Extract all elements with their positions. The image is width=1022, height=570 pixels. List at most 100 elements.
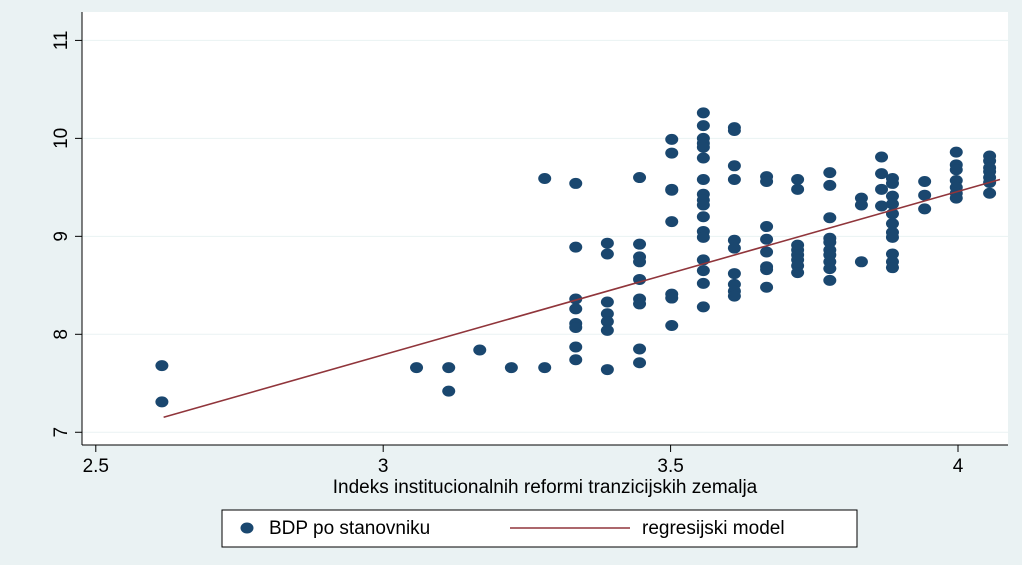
scatter-point — [823, 212, 837, 224]
y-tick-label: 7 — [51, 427, 72, 438]
scatter-point — [569, 303, 583, 315]
scatter-point — [727, 290, 741, 302]
scatter-point — [600, 364, 614, 376]
scatter-point — [600, 316, 614, 328]
x-axis-title: Indeks institucionalnih reformi tranzici… — [333, 477, 758, 498]
x-tick-label: 4 — [953, 456, 964, 477]
scatter-point — [885, 177, 899, 189]
scatter-point — [473, 344, 487, 356]
legend-label: BDP po stanovniku — [269, 518, 430, 539]
scatter-point — [727, 234, 741, 246]
scatter-point — [949, 192, 963, 204]
scatter-point — [600, 296, 614, 308]
scatter-point — [665, 292, 679, 304]
scatter-point — [918, 175, 932, 187]
scatter-point — [823, 179, 837, 191]
x-tick-label: 2.5 — [83, 456, 109, 477]
scatter-point — [885, 231, 899, 243]
y-tick-label: 9 — [51, 231, 72, 242]
scatter-point — [696, 277, 710, 289]
scatter-point — [760, 175, 774, 187]
scatter-point — [949, 146, 963, 158]
scatter-point — [696, 174, 710, 186]
scatter-point — [600, 308, 614, 320]
scatter-point — [854, 256, 868, 268]
scatter-point — [918, 203, 932, 215]
scatter-point — [410, 362, 424, 374]
scatter-point — [665, 216, 679, 228]
scatter-point — [665, 184, 679, 196]
scatter-point — [665, 133, 679, 145]
scatter-point — [569, 354, 583, 366]
scatter-point — [983, 187, 997, 199]
scatter-point — [823, 274, 837, 286]
scatter-point — [875, 183, 889, 195]
scatter-point — [696, 152, 710, 164]
regression-line — [163, 178, 1001, 419]
scatter-point — [600, 237, 614, 249]
scatter-point — [918, 189, 932, 201]
scatter-point — [875, 151, 889, 163]
scatter-point — [791, 267, 805, 279]
scatter-point — [823, 236, 837, 248]
scatter-point — [760, 264, 774, 276]
scatter-point — [442, 362, 456, 374]
scatter-point — [791, 183, 805, 195]
scatter-point — [696, 231, 710, 243]
x-tick-label: 3.5 — [657, 456, 683, 477]
scatter-point — [791, 174, 805, 186]
scatter-point — [633, 172, 647, 184]
y-tick-label: 8 — [51, 329, 72, 340]
scatter-point — [538, 173, 552, 185]
scatter-point — [885, 190, 899, 202]
scatter-point — [696, 211, 710, 223]
scatter-point — [823, 167, 837, 179]
scatter-point — [155, 396, 169, 408]
scatter-point — [155, 360, 169, 372]
scatter-point — [760, 246, 774, 258]
x-tick-label: 3 — [378, 456, 389, 477]
scatter-point — [727, 125, 741, 137]
scatter-point — [538, 362, 552, 374]
scatter-point — [760, 281, 774, 293]
y-tick-label: 10 — [51, 128, 72, 149]
scatter-point — [569, 321, 583, 333]
plot-background — [82, 12, 1008, 445]
scatter-point — [727, 242, 741, 254]
marks — [155, 107, 1001, 419]
scatter-point — [600, 324, 614, 336]
scatter-point — [696, 141, 710, 153]
scatter-point — [569, 177, 583, 189]
legend-label: regresijski model — [642, 518, 785, 539]
scatter-point — [569, 241, 583, 253]
scatter-point — [875, 200, 889, 212]
scatter-point — [885, 248, 899, 260]
scatter-point — [633, 357, 647, 369]
scatter-point — [949, 164, 963, 176]
scatter-point — [504, 362, 518, 374]
scatter-point — [633, 343, 647, 355]
scatter-point — [885, 262, 899, 274]
y-tick-label: 11 — [51, 31, 72, 51]
scatter-point — [727, 160, 741, 172]
scatter-point — [823, 263, 837, 275]
scatter-point — [442, 385, 456, 397]
legend-marker — [240, 522, 254, 534]
scatter-point — [633, 298, 647, 310]
grid — [82, 39, 1008, 433]
scatter-point — [633, 256, 647, 268]
scatter-point — [696, 120, 710, 132]
scatter-point — [727, 268, 741, 280]
scatter-point — [885, 198, 899, 210]
scatter-point — [875, 168, 889, 180]
scatter-point — [885, 218, 899, 230]
scatter-point — [760, 221, 774, 233]
scatter-point — [600, 248, 614, 260]
scatter-point — [569, 341, 583, 353]
scatter-point — [665, 319, 679, 331]
scatter-point — [696, 265, 710, 277]
scatter-point — [854, 199, 868, 211]
scatter-point — [696, 107, 710, 119]
scatter-point — [696, 301, 710, 313]
